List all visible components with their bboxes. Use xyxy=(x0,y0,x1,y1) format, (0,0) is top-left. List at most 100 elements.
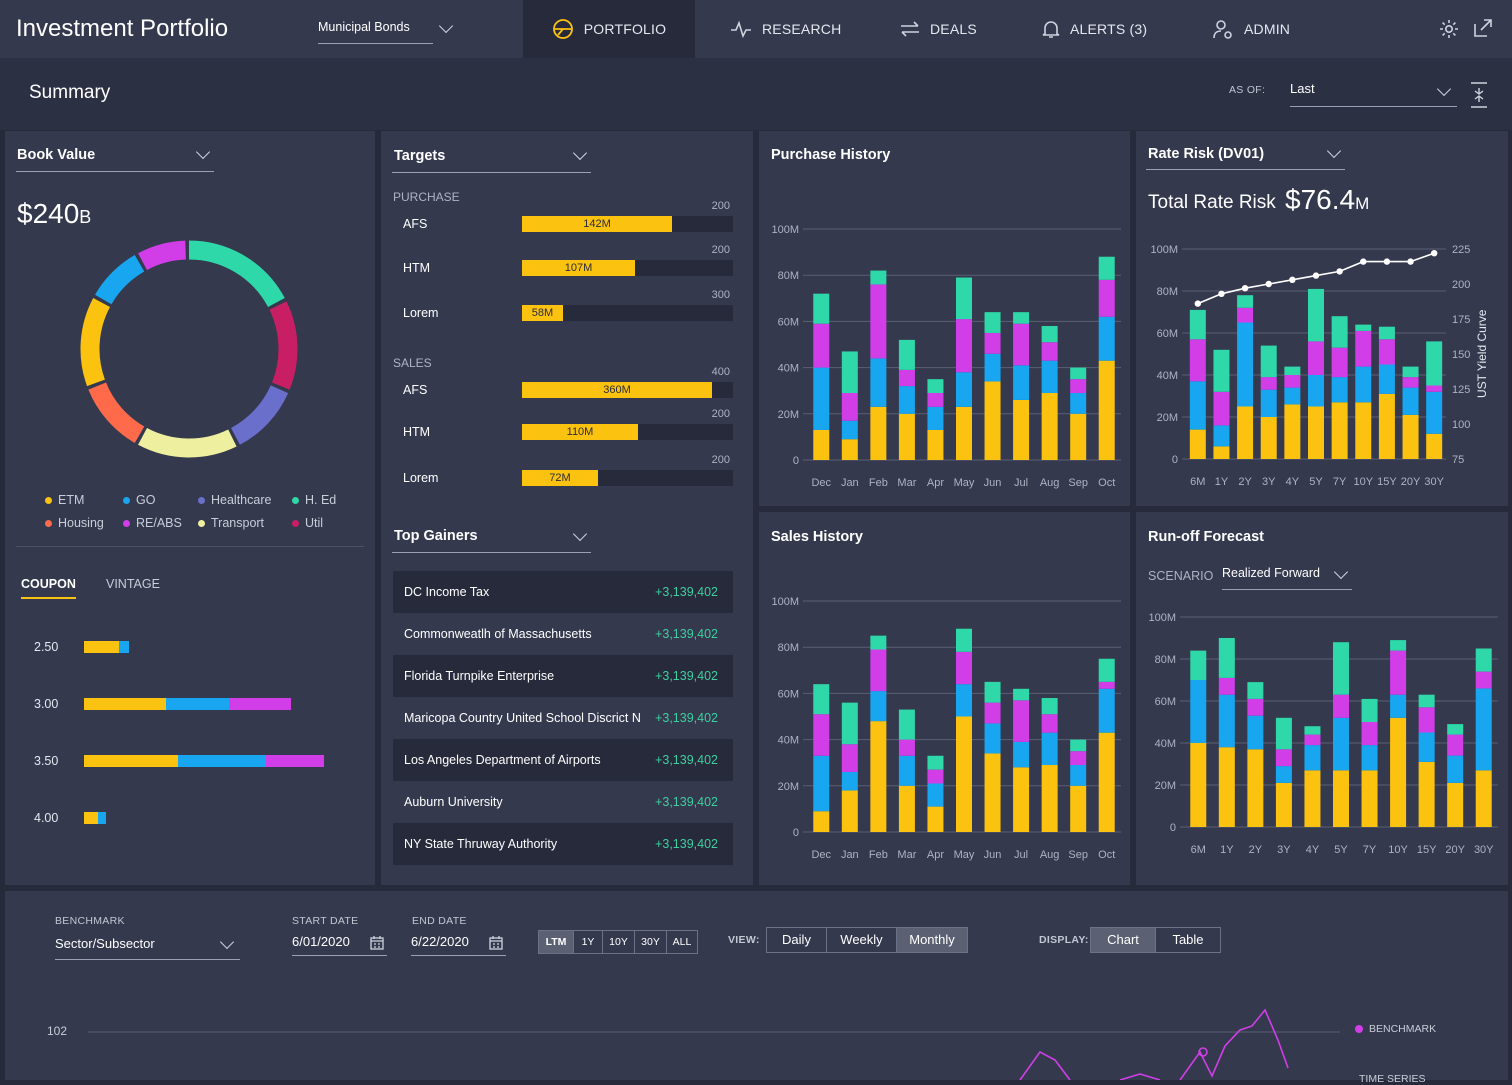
gainer-name: Auburn University xyxy=(404,795,503,809)
tab-vintage[interactable]: VINTAGE xyxy=(106,577,160,591)
benchmark-line xyxy=(1179,1008,1289,1080)
bar-segment xyxy=(1475,671,1492,689)
coupon-label: 3.00 xyxy=(34,697,59,711)
donut-slice-hed xyxy=(188,240,285,308)
coupon-bar-segment xyxy=(84,812,98,824)
y-tick-label: 0 xyxy=(793,827,799,839)
x-tick-label: May xyxy=(954,477,975,489)
target-max-label: 300 xyxy=(711,289,730,301)
y-tick-label: 0 xyxy=(793,455,799,467)
bar-segment xyxy=(1355,366,1372,403)
rate-risk-dropdown[interactable] xyxy=(1146,144,1345,170)
view-weekly[interactable]: Weekly xyxy=(827,928,897,952)
gainer-row[interactable]: Commonweatlh of Massachusetts +3,139,402 xyxy=(393,613,733,655)
as-of-dropdown[interactable]: Last xyxy=(1290,81,1457,107)
display-table[interactable]: Table xyxy=(1172,932,1204,947)
tab-portfolio[interactable]: PORTFOLIO xyxy=(523,0,695,58)
bar-segment xyxy=(984,332,1001,354)
legend-item: Housing xyxy=(45,516,104,530)
end-date-input[interactable]: 6/22/2020 xyxy=(411,934,506,956)
range-ltm[interactable]: LTM xyxy=(539,931,574,953)
bar-segment xyxy=(841,790,858,832)
top-gainers-title: Top Gainers xyxy=(394,528,478,544)
bar-segment xyxy=(984,723,1001,754)
legend-timeseries: TIME SERIES xyxy=(1359,1073,1426,1085)
bar-segment xyxy=(898,709,915,740)
view-selector: Daily Weekly Monthly xyxy=(766,927,968,953)
bar-segment xyxy=(1284,387,1301,405)
y-tick-label: 20M xyxy=(1155,780,1176,792)
range-all[interactable]: ALL xyxy=(672,936,692,948)
target-row-label: HTM xyxy=(403,425,431,439)
gainer-row[interactable]: DC Income Tax +3,139,402 xyxy=(393,571,733,613)
legend-label: H. Ed xyxy=(305,493,337,507)
range-30y[interactable]: 30Y xyxy=(635,931,667,953)
calendar-icon[interactable] xyxy=(370,935,384,950)
bar-segment xyxy=(1013,688,1030,701)
total-rate-risk-label: Total Rate Risk xyxy=(1148,192,1276,213)
benchmark-dropdown[interactable]: Sector/Subsector xyxy=(55,936,240,960)
x-tick-label: Sep xyxy=(1068,849,1088,861)
bar-segment xyxy=(841,744,858,772)
x-tick-label: 15Y xyxy=(1417,844,1437,856)
legend-label: Healthcare xyxy=(211,493,272,507)
bar-segment xyxy=(1331,316,1348,348)
bar-segment xyxy=(1333,694,1349,718)
portfolio-type-dropdown[interactable]: Municipal Bonds xyxy=(318,20,433,44)
bar-segment xyxy=(1070,785,1087,832)
bar-segment xyxy=(1098,360,1115,460)
top-gainers-dropdown[interactable] xyxy=(392,526,591,553)
bar-segment xyxy=(1041,326,1058,343)
view-daily[interactable]: Daily xyxy=(767,928,827,952)
total-rate-risk-value: $76.4M xyxy=(1285,184,1369,216)
gainer-name: DC Income Tax xyxy=(404,585,490,599)
bar-segment xyxy=(813,429,830,460)
collapse-icon[interactable] xyxy=(1470,82,1488,108)
yield-curve-point xyxy=(1312,272,1320,279)
bar-segment xyxy=(1260,417,1277,459)
gainer-row[interactable]: Maricopa Country United School Discrict … xyxy=(393,697,733,739)
bar-segment xyxy=(1331,347,1348,378)
external-link-icon[interactable] xyxy=(1473,18,1493,38)
tab-coupon[interactable]: COUPON xyxy=(21,577,76,599)
bar-segment xyxy=(956,372,972,407)
gainer-value: +3,139,402 xyxy=(655,711,718,725)
purchase-history-title: Purchase History xyxy=(771,147,891,163)
x-tick-label: Sep xyxy=(1068,477,1088,489)
bar-segment xyxy=(1041,714,1058,733)
tab-research[interactable]: RESEARCH xyxy=(730,0,841,58)
bar-segment xyxy=(1098,732,1115,832)
gainer-row[interactable]: Florida Turnpike Enterprise +3,139,402 xyxy=(393,655,733,697)
bar-segment xyxy=(927,379,944,394)
yield-curve-point xyxy=(1430,250,1438,257)
targets-dropdown[interactable] xyxy=(392,146,591,173)
gainer-row[interactable]: NY State Thruway Authority +3,139,402 xyxy=(393,823,733,865)
display-chart[interactable]: Chart xyxy=(1091,928,1156,952)
target-bar-fill: 72M xyxy=(522,470,598,486)
range-10y[interactable]: 10Y xyxy=(603,931,635,953)
tab-deals[interactable]: DEALS xyxy=(900,0,977,58)
gainer-row[interactable]: Los Angeles Department of Airports +3,139… xyxy=(393,739,733,781)
view-monthly[interactable]: Monthly xyxy=(897,928,967,952)
x-tick-label: Apr xyxy=(927,477,944,489)
bar-segment xyxy=(870,406,887,460)
x-tick-label: May xyxy=(954,849,975,861)
legend-item: H. Ed xyxy=(292,493,336,507)
target-bar-track: 58M xyxy=(522,305,733,321)
x-tick-label: 4Y xyxy=(1286,476,1300,488)
gainer-row[interactable]: Auburn University +3,139,402 xyxy=(393,781,733,823)
book-value-dropdown[interactable] xyxy=(16,145,214,172)
bar-segment xyxy=(1013,700,1030,742)
start-date-input[interactable]: 6/01/2020 xyxy=(292,934,387,956)
scenario-dropdown[interactable]: Realized Forward xyxy=(1222,566,1352,590)
x-tick-label: Dec xyxy=(811,477,831,489)
x-tick-label: 1Y xyxy=(1215,476,1229,488)
tab-admin[interactable]: ADMIN xyxy=(1212,0,1290,58)
purchase-section-label: PURCHASE xyxy=(393,190,460,204)
chevron-down-icon[interactable] xyxy=(438,18,454,34)
range-1y[interactable]: 1Y xyxy=(574,931,603,953)
calendar-icon[interactable] xyxy=(489,935,503,950)
tab-alerts[interactable]: ALERTS (3) xyxy=(1042,0,1147,58)
settings-gear-icon[interactable] xyxy=(1438,18,1460,40)
bar-segment xyxy=(1378,326,1395,340)
